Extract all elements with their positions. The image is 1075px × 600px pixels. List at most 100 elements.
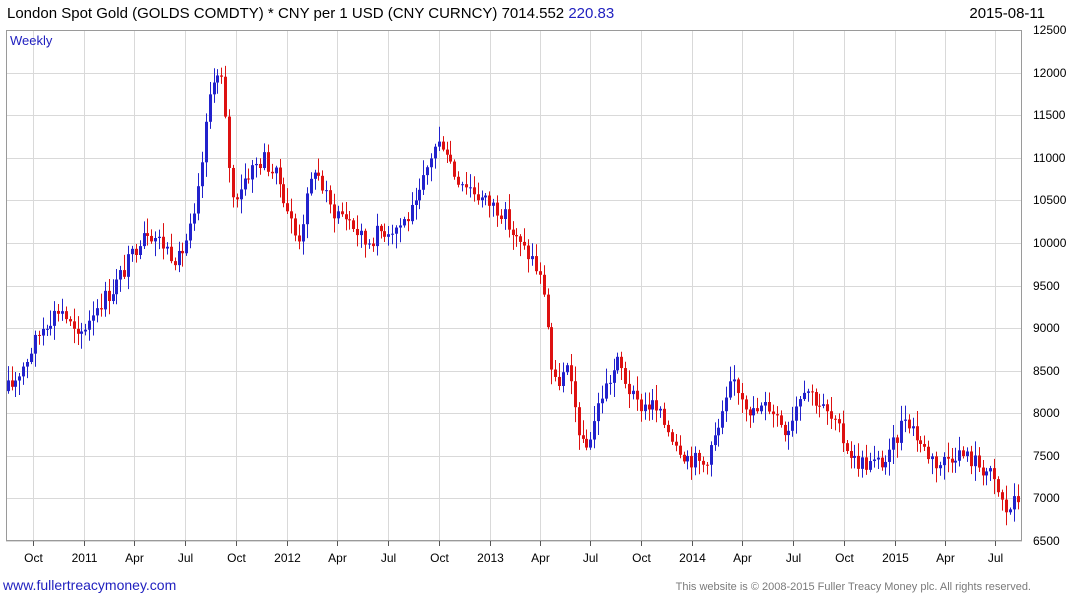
candle-down-body: [881, 457, 884, 468]
candle-up-body: [888, 449, 891, 462]
candle-down-body: [741, 393, 744, 400]
candle-down-body: [294, 218, 297, 236]
candle-down-body: [174, 261, 177, 266]
x-tick-label: Oct: [227, 551, 246, 565]
candle-up-body: [166, 246, 169, 249]
candle-down-body: [636, 390, 639, 400]
candle-down-body: [181, 250, 184, 254]
candle-up-body: [966, 451, 969, 457]
candle-up-body: [158, 236, 161, 239]
x-tick-label: Jul: [380, 551, 397, 565]
y-tick-label: 6500: [1033, 533, 1060, 548]
candle-down-body: [57, 310, 60, 314]
candle-up-body: [302, 224, 305, 242]
candle-down-body: [515, 235, 518, 237]
candle-up-body: [14, 380, 17, 387]
y-tick-label: 10000: [1033, 235, 1067, 250]
candle-down-body: [865, 457, 868, 470]
candle-down-body: [352, 220, 355, 229]
candle-up-body: [492, 202, 495, 206]
website-link[interactable]: www.fullertreacymoney.com: [3, 577, 177, 593]
candle-up-body: [426, 167, 429, 176]
candle-down-body: [108, 290, 111, 302]
candle-down-body: [772, 411, 775, 415]
candle-up-body: [616, 356, 619, 371]
candle-up-body: [589, 439, 592, 448]
candle-up-body: [958, 450, 961, 461]
candle-down-body: [442, 141, 445, 150]
candle-up-body: [710, 445, 713, 465]
chart-title: London Spot Gold (GOLDS COMDTY) * CNY pe…: [7, 5, 615, 22]
candle-up-body: [53, 310, 56, 326]
candle-up-body: [127, 254, 130, 277]
candle-up-body: [900, 420, 903, 443]
candle-down-body: [290, 211, 293, 219]
candle-up-body: [42, 328, 45, 336]
y-tick-label: 11000: [1033, 150, 1066, 165]
candle-down-body: [784, 424, 787, 436]
candle-down-body: [77, 328, 80, 334]
y-tick-label: 7000: [1033, 490, 1060, 505]
candle-down-body: [267, 152, 270, 172]
candle-up-body: [337, 211, 340, 219]
candle-up-body: [263, 152, 266, 169]
candle-up-body: [112, 294, 115, 302]
candle-down-body: [570, 365, 573, 382]
candle-down-body: [146, 233, 149, 236]
candle-down-body: [834, 418, 837, 420]
candle-up-body: [387, 234, 390, 237]
candle-up-body: [892, 437, 895, 450]
copyright-notice: This website is © 2008-2015 Fuller Treac…: [675, 581, 1031, 593]
candle-up-body: [104, 290, 107, 310]
candle-down-body: [356, 228, 359, 236]
candle-up-body: [791, 420, 794, 431]
y-tick-label: 9500: [1033, 278, 1060, 293]
candle-up-body: [787, 430, 790, 436]
candle-down-body: [372, 243, 375, 247]
y-tick-label: 7500: [1033, 448, 1060, 463]
candle-up-body: [717, 427, 720, 436]
candle-down-body: [65, 311, 68, 320]
candle-up-body: [80, 331, 83, 334]
candle-up-body: [686, 455, 689, 462]
candle-up-body: [154, 238, 157, 242]
candle-down-body: [345, 214, 348, 220]
candle-down-body: [341, 211, 344, 215]
candle-up-body: [943, 456, 946, 466]
candle-down-body: [1001, 492, 1004, 500]
candle-up-body: [391, 233, 394, 235]
candle-up-body: [193, 213, 196, 224]
x-tick-label: Apr: [125, 551, 144, 565]
candle-down-body: [857, 455, 860, 469]
y-tick-label: 9000: [1033, 320, 1060, 335]
candle-up-body: [531, 256, 534, 260]
candle-down-body: [628, 383, 631, 395]
candle-up-body: [861, 457, 864, 469]
candle-down-body: [135, 248, 138, 255]
y-tick-label: 12000: [1033, 65, 1067, 80]
candle-down-body: [364, 230, 367, 245]
candle-down-body: [228, 116, 231, 168]
candle-up-body: [651, 400, 654, 410]
candle-down-body: [815, 392, 818, 406]
candle-down-body: [675, 441, 678, 446]
candle-down-body: [348, 219, 351, 221]
candle-down-body: [380, 225, 383, 232]
candle-down-body: [150, 235, 153, 242]
candle-down-body: [620, 356, 623, 369]
candle-down-body: [830, 411, 833, 419]
candle-up-body: [376, 225, 379, 247]
candle-down-body: [624, 368, 627, 384]
candle-up-body: [119, 270, 122, 280]
candle-up-body: [760, 405, 763, 412]
candle-up-body: [985, 471, 988, 476]
candle-up-body: [201, 162, 204, 187]
candle-down-body: [488, 195, 491, 206]
candle-down-body: [519, 236, 522, 242]
x-tick-label: 2013: [477, 551, 504, 565]
candle-up-body: [310, 178, 313, 194]
candle-up-body: [143, 233, 146, 247]
candle-down-body: [496, 202, 499, 216]
candle-up-body: [659, 408, 662, 411]
x-tick-label: Apr: [936, 551, 955, 565]
